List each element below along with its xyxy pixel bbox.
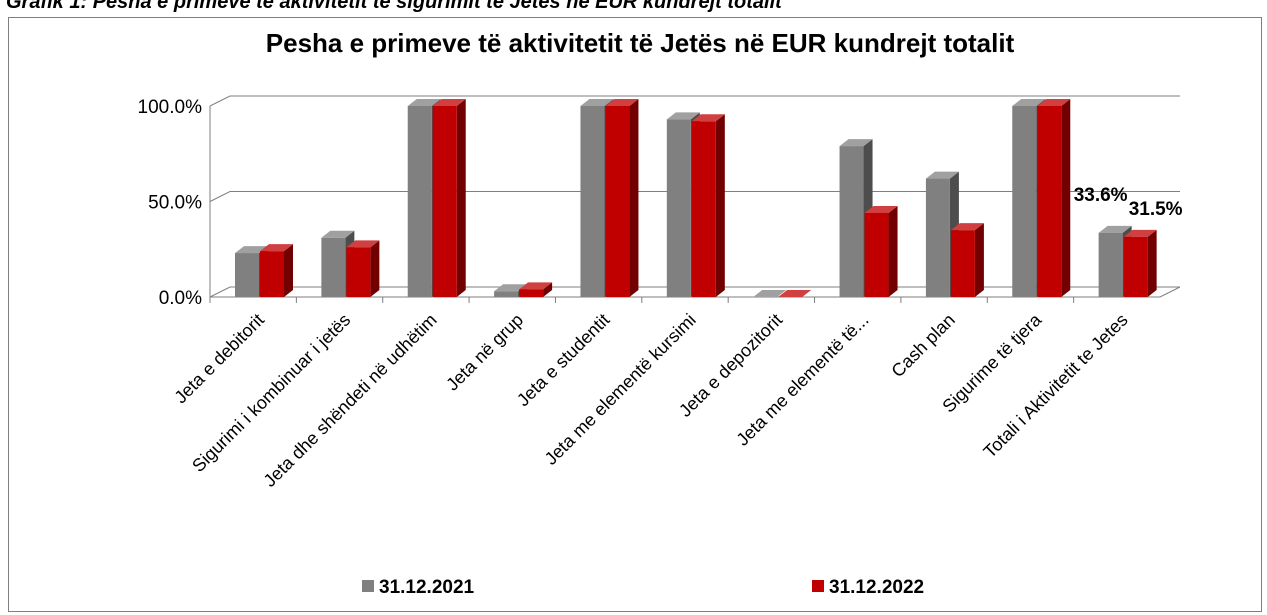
- bar-front: [691, 121, 716, 297]
- bar: [260, 244, 293, 297]
- bar-side: [456, 99, 466, 297]
- bar-top: [260, 244, 293, 252]
- bar: [605, 99, 639, 297]
- bar-top: [839, 139, 873, 147]
- value-label: 33.6%: [1074, 185, 1128, 206]
- bar: [753, 290, 787, 297]
- bar-front: [1098, 232, 1123, 297]
- bar-side: [629, 99, 639, 297]
- bar-front: [407, 106, 432, 297]
- bar-top: [1012, 99, 1046, 106]
- bar-top: [605, 99, 639, 106]
- bar-side: [888, 205, 898, 297]
- bar-side: [1061, 99, 1071, 297]
- value-label: 31.5%: [1129, 199, 1183, 220]
- bar: [778, 290, 812, 297]
- bar-top: [864, 205, 898, 213]
- bar: [1123, 229, 1157, 297]
- bar-top: [691, 114, 725, 122]
- bar: [950, 223, 984, 297]
- bar-front: [346, 247, 371, 297]
- grid-line: [209, 95, 1180, 107]
- bar-front: [666, 119, 691, 298]
- bar-top: [925, 171, 959, 179]
- bar-top: [1123, 229, 1157, 237]
- bar-top: [494, 284, 528, 292]
- bar-top: [346, 240, 380, 248]
- bar-top: [666, 112, 700, 120]
- y-tick-label: 50.0%: [148, 193, 202, 214]
- bar-front: [235, 253, 259, 297]
- legend-swatch: [362, 580, 374, 592]
- bar-front: [839, 146, 864, 297]
- bar-front: [1123, 236, 1148, 297]
- bar-front: [1012, 106, 1037, 297]
- legend-swatch: [812, 580, 824, 592]
- bar-top: [580, 99, 614, 106]
- bar: [691, 114, 725, 297]
- bar-side: [1147, 229, 1157, 297]
- bar-side: [284, 244, 293, 297]
- bar-top: [432, 99, 466, 106]
- bar-front: [519, 289, 544, 297]
- bar-top: [519, 282, 553, 290]
- bar-top: [778, 290, 812, 297]
- bar-top: [235, 246, 268, 254]
- bar-front: [321, 237, 346, 297]
- bar: [346, 240, 380, 297]
- bar-top: [1037, 99, 1071, 106]
- legend-label: 31.12.2021: [379, 577, 475, 598]
- chart-title: Pesha e primeve të aktivitetit të Jetës …: [266, 28, 1015, 58]
- bar-front: [605, 106, 630, 297]
- bar: [1037, 99, 1071, 297]
- bar-top: [407, 99, 441, 106]
- legend-label: 31.12.2022: [829, 577, 924, 598]
- bar-front: [494, 291, 519, 297]
- bar-front: [925, 178, 950, 297]
- bar-top: [950, 223, 984, 231]
- bar-side: [974, 223, 984, 297]
- y-tick-label: 100.0%: [138, 97, 203, 118]
- bar-front: [432, 106, 457, 297]
- bar-side: [370, 240, 380, 297]
- bar-front: [260, 251, 284, 297]
- bar: [519, 282, 553, 297]
- bar-front: [864, 212, 889, 297]
- bar-side: [715, 114, 725, 297]
- bar-front: [1037, 106, 1062, 297]
- caption: Grafik 1: Pesha e primeve te aktivitetit…: [6, 0, 783, 13]
- bar: [432, 99, 466, 297]
- bar-side: [543, 282, 553, 297]
- bar: [864, 205, 898, 297]
- bar-front: [580, 106, 605, 297]
- bar-top: [321, 230, 355, 238]
- y-tick-label: 0.0%: [159, 288, 202, 309]
- bar-top: [1098, 225, 1132, 233]
- bar-top: [753, 290, 787, 297]
- bar-front: [950, 230, 975, 297]
